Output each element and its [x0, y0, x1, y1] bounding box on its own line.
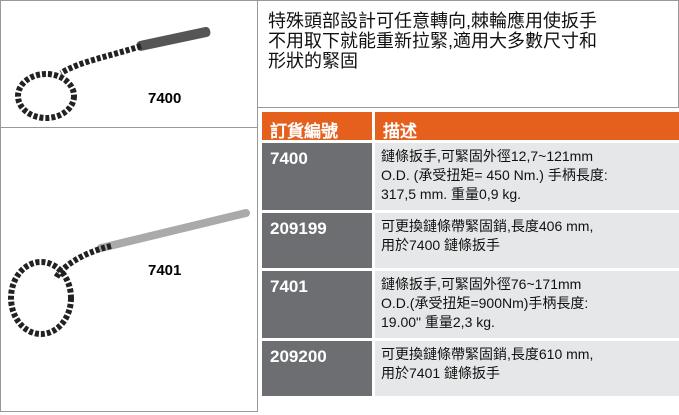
code-cell: 7400: [262, 143, 372, 210]
intro-line: 不用取下就能重新拉緊,適用大多數尺寸和: [268, 31, 597, 51]
intro-text: 特殊頭部設計可任意轉向,棘輪應用使扳手 不用取下就能重新拉緊,適用大多數尺寸和 形狀…: [258, 0, 679, 108]
desc-cell: 可更換鏈條帶緊固銷,長度610 mm, 用於7401 鏈條扳手: [375, 341, 679, 396]
intro-line: 形狀的緊固: [268, 51, 358, 71]
desc-line: 用於7401 鏈條扳手: [381, 365, 501, 381]
wrench-image: [8, 209, 250, 337]
desc-line: 鏈條扳手,可緊固外徑12,7~121mm: [381, 148, 593, 164]
product-cell: [0, 128, 258, 412]
code-cell: 209200: [262, 341, 372, 396]
product-label: 7400: [148, 90, 182, 107]
desc-cell: 鏈條扳手,可緊固外徑76~171mm O.D.(承受扭矩=900Nm)手柄長度: 1…: [375, 271, 679, 338]
desc-line: 可更換鏈條帶緊固銷,長度610 mm,: [381, 346, 594, 362]
code-cell: 7401: [262, 271, 372, 338]
desc-line: 19.00" 重量2,3 kg.: [381, 314, 495, 330]
intro-line: 特殊頭部設計可任意轉向,棘輪應用使扳手: [268, 11, 597, 31]
desc-cell: 可更換鏈條帶緊固銷,長度406 mm, 用於7400 鏈條扳手: [375, 213, 679, 268]
product-label: 7401: [148, 262, 182, 279]
desc-line: 可更換鏈條帶緊固銷,長度406 mm,: [381, 218, 594, 234]
desc-line: O.D.(承受扭矩=900Nm)手柄長度:: [381, 295, 589, 311]
desc-line: 317,5 mm. 重量0,9 kg.: [381, 186, 522, 202]
header-cell: 描述: [375, 112, 679, 141]
code-cell: 209199: [262, 213, 372, 268]
wrench-image: [15, 26, 211, 121]
product-cell: [0, 0, 258, 128]
desc-line: 用於7400 鏈條扳手: [381, 237, 501, 253]
desc-line: O.D. (承受扭矩= 450 Nm.) 手柄長度:: [381, 167, 608, 183]
order-table: 訂貨編號 描述 7400 鏈條扳手,可緊固外徑12,7~121mm O.D. (承受扭矩…: [262, 112, 679, 412]
desc-cell: 鏈條扳手,可緊固外徑12,7~121mm O.D. (承受扭矩= 450 Nm.)…: [375, 143, 679, 210]
header-cell: 訂貨編號: [262, 112, 372, 141]
desc-line: 鏈條扳手,可緊固外徑76~171mm: [381, 276, 582, 292]
